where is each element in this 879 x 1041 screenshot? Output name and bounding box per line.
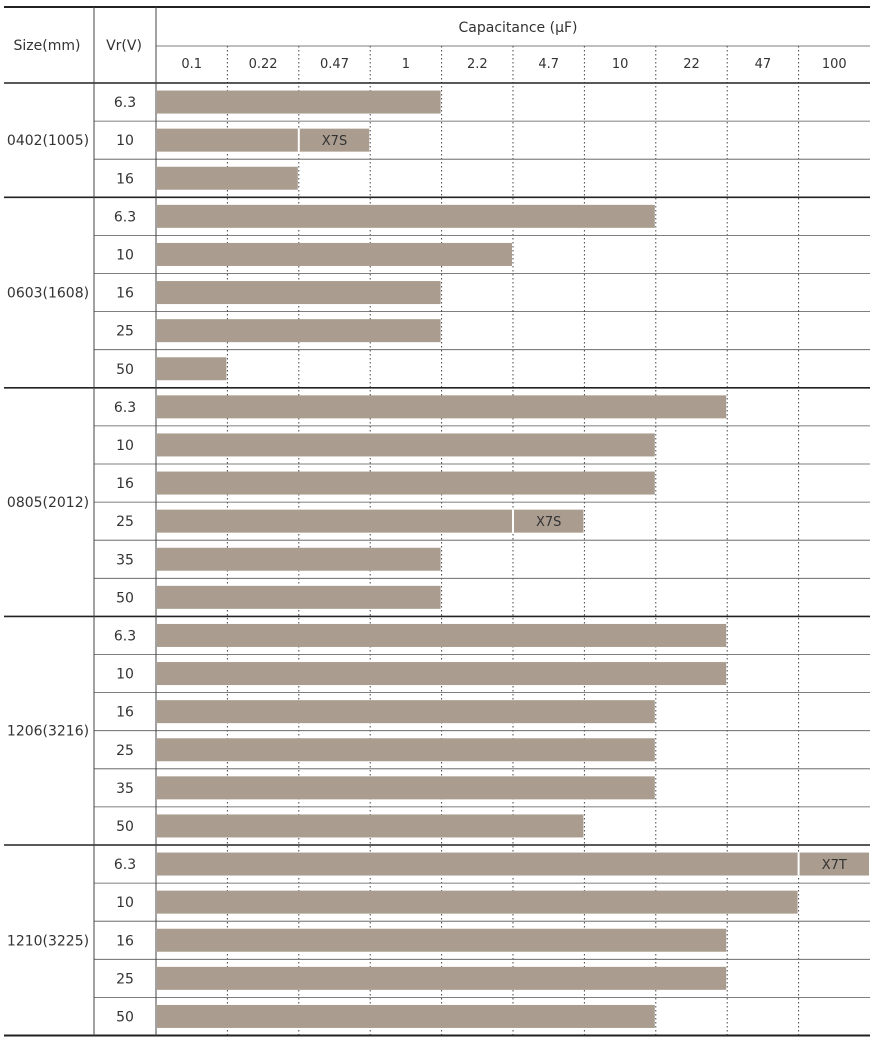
- capacitance-range-bar: [157, 90, 441, 114]
- voltage-label: 16: [116, 933, 134, 949]
- capacitance-range-bar: [157, 471, 655, 495]
- capacitance-tick-label: 4.7: [538, 57, 559, 72]
- voltage-label: 16: [116, 705, 134, 721]
- capacitance-tick-label: 22: [683, 57, 700, 72]
- dielectric-label: X7S: [536, 515, 561, 530]
- voltage-label: 50: [116, 362, 134, 378]
- voltage-label: 6.3: [114, 628, 136, 644]
- voltage-label: 25: [116, 743, 134, 759]
- voltage-label: 25: [116, 971, 134, 987]
- voltage-label: 10: [116, 438, 134, 454]
- capacitance-range-bar: [157, 166, 298, 190]
- capacitance-range-bar: [157, 662, 727, 686]
- capacitance-range-bar: [157, 319, 441, 343]
- voltage-label: 16: [116, 476, 134, 492]
- capacitance-range-bar: [157, 547, 441, 571]
- voltage-label: 6.3: [114, 95, 136, 111]
- capacitance-tick-label: 0.22: [249, 57, 278, 72]
- capacitance-range-bar: [157, 928, 727, 952]
- capacitance-range-bar: [157, 433, 655, 457]
- voltage-label: 10: [116, 895, 134, 911]
- capacitance-range-bar: [157, 509, 584, 533]
- voltage-label: 16: [116, 286, 134, 302]
- capacitance-range-bar: [157, 966, 727, 990]
- capacitance-range-bar: [157, 814, 584, 838]
- capacitance-header: Capacitance (µF): [459, 20, 578, 36]
- voltage-column-header: Vr(V): [106, 38, 142, 54]
- capacitance-range-bar: [157, 204, 655, 228]
- voltage-label: 50: [116, 819, 134, 835]
- grid-lines: [226, 46, 800, 1036]
- voltage-label: 50: [116, 1009, 134, 1025]
- voltage-label: 6.3: [114, 857, 136, 873]
- capacitance-tick-label: 10: [612, 57, 629, 72]
- capacitance-range-bar: [157, 738, 655, 762]
- capacitance-tick-label: 0.1: [181, 57, 202, 72]
- capacitance-range-bar: [157, 776, 655, 800]
- voltage-label: 6.3: [114, 400, 136, 416]
- voltage-label: 10: [116, 247, 134, 263]
- bars: [157, 90, 869, 1028]
- capacitance-range-bar: [157, 281, 441, 305]
- capacitance-range-bar: [157, 1004, 655, 1028]
- capacitance-range-bar: [157, 890, 798, 914]
- size-label: 1210(3225): [7, 933, 89, 949]
- capacitance-range-bar: [157, 242, 512, 266]
- voltage-label: 10: [116, 133, 134, 149]
- capacitance-range-bar: [157, 852, 869, 876]
- voltage-label: 50: [116, 590, 134, 606]
- size-label: 0603(1608): [7, 286, 89, 302]
- size-label: 1206(3216): [7, 724, 89, 740]
- voltage-label: 16: [116, 171, 134, 187]
- capacitance-tick-label: 2.2: [467, 57, 488, 72]
- size-label: 0805(2012): [7, 495, 89, 511]
- dielectric-label: X7T: [822, 858, 847, 873]
- capacitance-range-bar: [157, 395, 727, 419]
- labels: Size(mm) Vr(V) Capacitance (µF) 0.1 0.22 0…: [7, 20, 847, 1025]
- dielectric-label: X7S: [322, 134, 347, 149]
- voltage-label: 25: [116, 514, 134, 530]
- capacitance-tick-label: 0.47: [320, 57, 349, 72]
- size-column-header: Size(mm): [14, 38, 81, 54]
- capacitance-tick-label: 1: [402, 57, 410, 72]
- capacitance-range-bar: [157, 585, 441, 609]
- capacitance-range-bar: [157, 623, 727, 647]
- voltage-label: 35: [116, 552, 134, 568]
- capacitance-tick-label: 47: [755, 57, 772, 72]
- voltage-label: 10: [116, 667, 134, 683]
- capacitance-range-bar: [157, 128, 370, 152]
- table-frame: [4, 6, 870, 1037]
- capacitance-range-bar: [157, 700, 655, 724]
- capacitance-tick-label: 100: [822, 57, 847, 72]
- capacitance-range-bar: [157, 357, 227, 381]
- voltage-label: 25: [116, 324, 134, 340]
- voltage-label: 35: [116, 781, 134, 797]
- voltage-label: 6.3: [114, 209, 136, 225]
- size-label: 0402(1005): [7, 133, 89, 149]
